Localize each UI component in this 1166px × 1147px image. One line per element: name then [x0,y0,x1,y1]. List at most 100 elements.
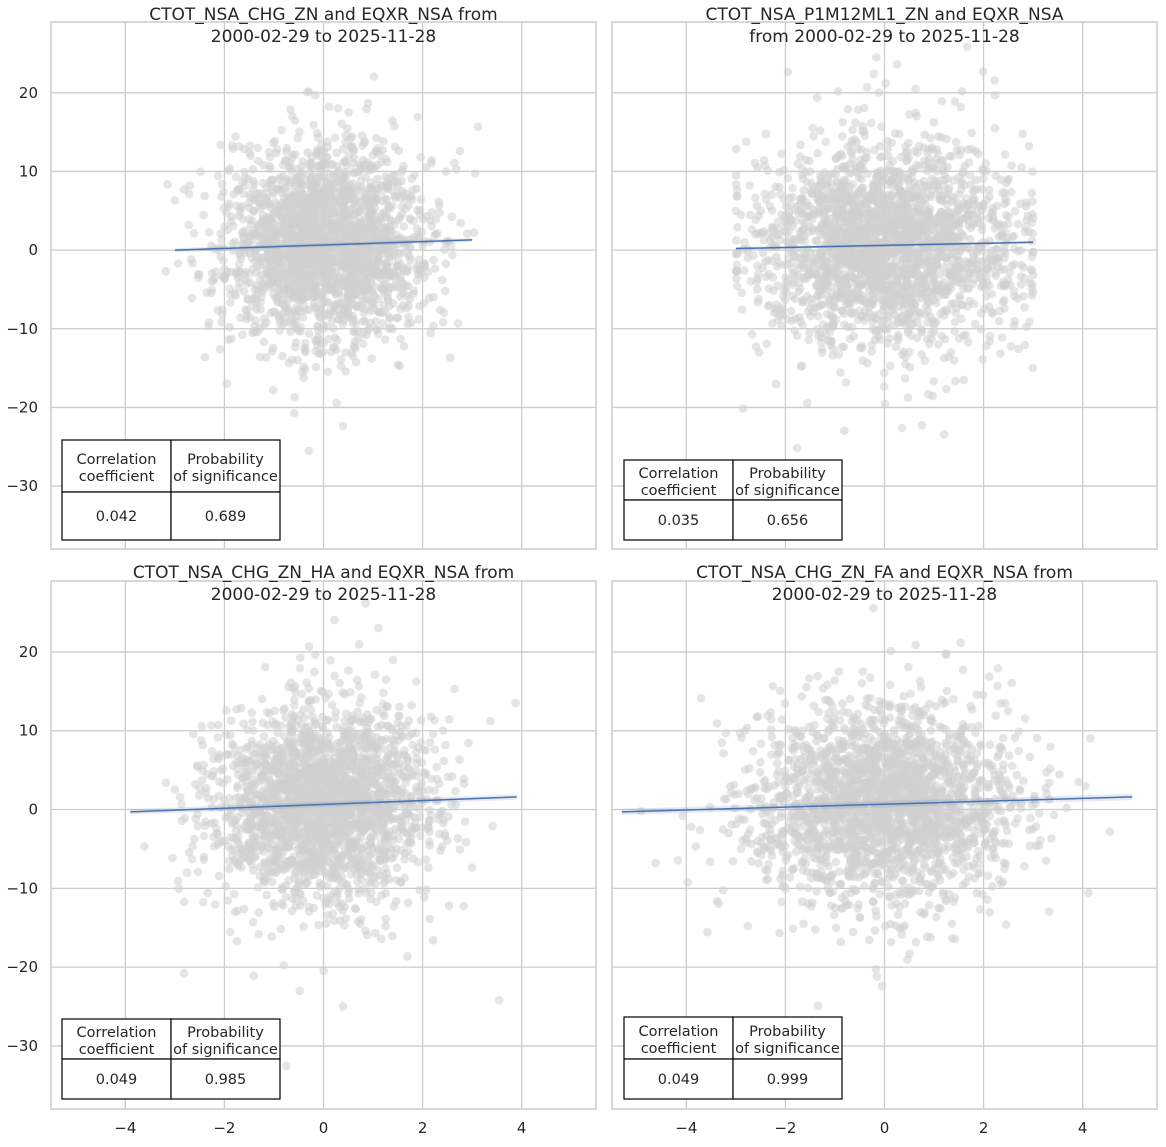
scatter-point [836,368,845,377]
scatter-point [816,248,825,258]
scatter-point [427,207,437,217]
regression-line [174,239,473,251]
scatter-point [928,316,937,325]
scatter-point [300,269,310,278]
scatter-point [322,215,332,225]
scatter-point [737,305,747,314]
scatter-point [310,90,320,100]
scatter-point [324,255,334,265]
scatter-point [841,196,850,206]
scatter-point [883,246,893,256]
scatter-point [384,202,393,211]
scatter-point [313,148,323,157]
scatter-point [305,305,314,315]
scatter-point [938,155,948,165]
scatter-point [374,228,383,237]
scatter-point [753,163,762,172]
scatter-point [805,202,814,211]
scatter-point [805,294,815,304]
scatter-point [341,234,351,243]
scatter-point [815,126,825,135]
scatter-point [925,267,934,276]
scatter-point [924,299,933,308]
scatter-point [393,282,402,292]
scatter-point [823,233,832,242]
scatter-point [951,376,960,386]
stats-table-value-cell [732,499,843,541]
scatter-point [977,221,987,231]
scatter-point [347,254,356,263]
scatter-point [917,421,927,430]
scatter-point [756,206,765,216]
scatter-point [274,175,284,184]
scatter-point [867,347,877,356]
scatter-point [823,174,832,183]
scatter-point [806,167,815,176]
scatter-point [821,213,830,222]
scatter-point [253,285,263,295]
scatter-point [161,267,170,276]
scatter-point [854,281,864,291]
scatter-point [798,174,808,183]
scatter-point [418,241,428,250]
stats-table-value-cell [170,491,281,541]
scatter-point [394,256,403,266]
scatter-point [771,307,780,317]
scatter-point [462,229,472,238]
scatter-point [276,253,285,262]
scatter-point [356,217,366,227]
scatter-point [325,272,335,282]
scatter-point [1027,284,1037,293]
scatter-point [803,269,812,278]
scatter-point [783,315,792,324]
scatter-point [825,225,835,234]
scatter-point [934,340,943,349]
scatter-point [912,282,922,292]
scatter-point [381,212,390,222]
scatter-point [875,152,885,162]
y-tick-label: −30 [6,477,38,495]
scatter-point [761,195,771,204]
scatter-point [326,347,336,357]
regression-line [735,241,1034,250]
scatter-point [367,161,377,170]
scatter-point [220,274,229,284]
scatter-point [408,289,418,299]
scatter-point [921,209,930,218]
scatter-point [390,121,399,131]
scatter-point [955,291,964,301]
scatter-point [349,327,359,337]
scatter-point [966,180,975,189]
scatter-point [974,149,983,159]
scatter-point [969,196,978,205]
scatter-point [275,326,284,335]
scatter-point [383,292,392,302]
scatter-point [947,299,956,309]
scatter-point [230,237,240,247]
scatter-point [200,352,210,362]
scatter-point [852,294,861,303]
scatter-point [453,319,463,328]
scatter-point [1021,223,1030,232]
scatter-point [872,274,881,284]
scatter-point [435,208,444,217]
scatter-point [906,237,916,246]
scatter-point [914,270,923,279]
scatter-point [847,222,857,232]
scatter-point [966,235,975,244]
scatter-point [237,240,246,249]
scatter-point [941,305,951,315]
scatter-point [381,307,390,317]
scatter-point [310,650,320,660]
scatter-point [338,144,348,154]
scatter-point [413,112,422,122]
scatter-point [296,327,305,336]
scatter-point [890,305,899,314]
scatter-point [347,204,357,214]
scatter-point [354,167,363,177]
scatter-point [368,260,377,270]
scatter-point [819,194,828,204]
scatter-point [783,173,793,183]
scatter-point [976,212,985,222]
scatter-point [742,137,751,146]
